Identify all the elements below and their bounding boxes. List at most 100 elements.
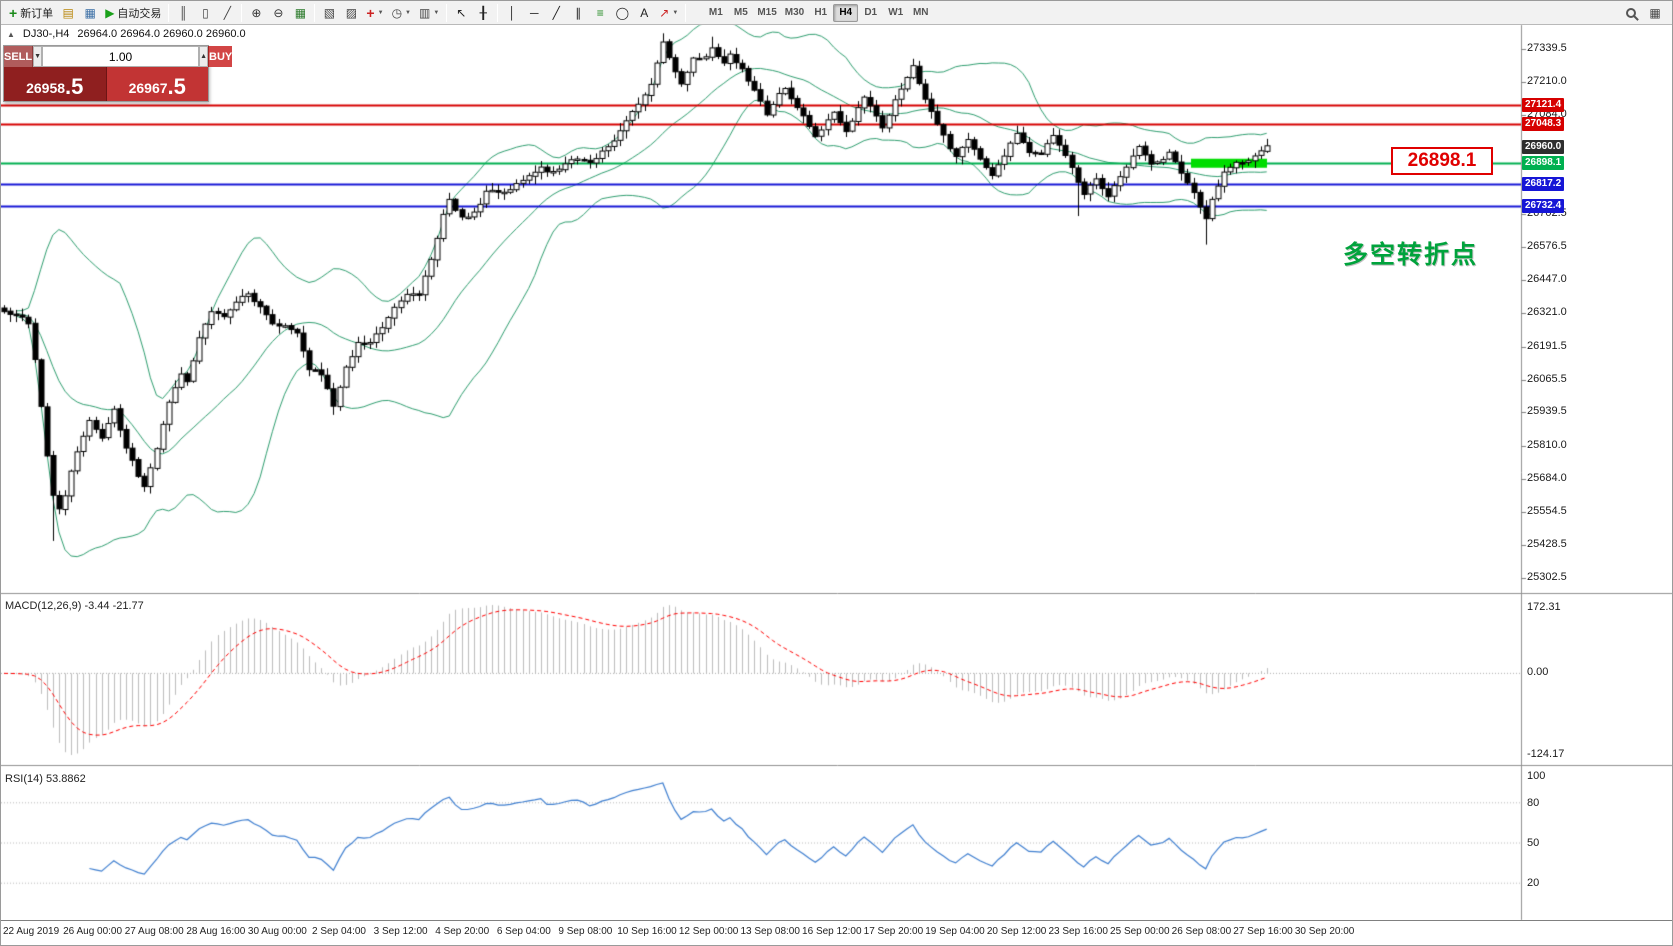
timeframe-h1-button[interactable]: H1 <box>808 4 833 22</box>
volume-decrease-button[interactable]: ▼ <box>33 46 43 67</box>
tile-vertical-button[interactable]: ▨ <box>340 3 362 23</box>
trendline-icon: ╱ <box>552 5 560 20</box>
chevron-down-icon: ▼ <box>672 9 679 16</box>
trade-panel-collapse-arrow[interactable]: ▲ <box>7 29 15 39</box>
time-axis-label: 10 Sep 16:00 <box>617 926 677 937</box>
data-window-button[interactable]: ▦ <box>1644 3 1666 23</box>
shapes-button[interactable]: ◯ <box>611 3 633 23</box>
time-axis-label: 26 Sep 08:00 <box>1171 926 1232 937</box>
data-window-icon: ▦ <box>1649 5 1661 20</box>
chevron-down-icon: ▼ <box>405 9 411 16</box>
rsi-axis-label: 80 <box>1527 796 1540 809</box>
new-order-icon: + <box>9 4 18 21</box>
timeframe-m5-button[interactable]: M5 <box>728 4 753 22</box>
rsi-axis-label: 50 <box>1527 837 1540 849</box>
buy-price-fraction: .5 <box>167 74 186 99</box>
clock-icon: ◷ <box>391 5 403 20</box>
zoom-out-icon: ⊖ <box>273 5 284 20</box>
timeframe-m15-button[interactable]: M15 <box>753 4 780 22</box>
price-axis-label: 25554.5 <box>1527 505 1567 518</box>
price-level-callout: 26898.1 <box>1391 147 1493 176</box>
price-axis-label: 25428.5 <box>1527 538 1567 551</box>
sell-price-button[interactable]: 26958.5 <box>4 67 107 101</box>
time-axis-label: 12 Sep 00:00 <box>678 926 739 937</box>
buy-button[interactable]: BUY <box>208 46 233 67</box>
time-axis-label: 28 Aug 16:00 <box>186 926 246 937</box>
trendline-button[interactable]: ╱ <box>545 3 567 23</box>
tile-windows-button[interactable]: ▧ <box>318 3 340 23</box>
time-axis-label: 3 Sep 12:00 <box>373 926 428 937</box>
cursor-button[interactable]: ↖ <box>450 3 472 23</box>
periods-button[interactable]: ◷ ▼ <box>388 3 415 23</box>
ohlc-values: 26964.0 26964.0 26960.0 26960.0 <box>77 28 246 40</box>
zoom-in-button[interactable]: ⊕ <box>245 3 267 23</box>
time-axis[interactable]: 22 Aug 2019 26 Aug 00:00 27 Aug 08:00 28 Au… <box>1 920 1672 943</box>
profiles-button[interactable]: ▤ <box>57 3 79 23</box>
price-axis-label: 25684.0 <box>1527 471 1567 484</box>
time-axis-label: 26 Aug 00:00 <box>63 926 123 937</box>
timeframe-d1-button[interactable]: D1 <box>858 4 883 22</box>
new-order-button[interactable]: + 新订单 <box>5 3 57 23</box>
arrows-button[interactable]: ↗ ▼ <box>655 3 682 23</box>
price-tag: 26898.1 <box>1522 156 1565 171</box>
timeframe-mn-button[interactable]: MN <box>908 4 933 22</box>
equidistant-channel-button[interactable]: ∥ <box>567 3 589 23</box>
price-tag: 27048.3 <box>1522 117 1565 132</box>
price-tag: 26732.4 <box>1522 199 1565 214</box>
auto-scroll-button[interactable]: ▦ <box>289 3 311 23</box>
chevron-down-icon: ▼ <box>433 9 440 16</box>
timeframe-m1-button[interactable]: M1 <box>703 4 728 22</box>
search-button[interactable] <box>1620 3 1642 23</box>
bar-chart-button[interactable]: ║ <box>172 3 194 23</box>
text-button[interactable]: A <box>633 3 655 23</box>
sell-button[interactable]: SELL <box>4 46 34 67</box>
charts-window-button[interactable]: ▦ <box>79 3 101 23</box>
volume-input[interactable] <box>42 46 200 67</box>
fibonacci-button[interactable]: ≡ <box>589 3 611 23</box>
price-axis-label: 26065.5 <box>1527 372 1567 385</box>
timeframe-h4-button[interactable]: H4 <box>833 3 859 22</box>
timeframe-w1-button[interactable]: W1 <box>883 4 908 22</box>
price-axis-label: 26447.0 <box>1527 273 1567 286</box>
new-order-button-label: 新订单 <box>20 7 54 20</box>
one-click-trading-panel: SELL ▼ ▲ BUY 26958.5 26967.5 <box>3 45 233 102</box>
time-axis-label: 17 Sep 20:00 <box>863 926 924 937</box>
time-axis-label: 2 Sep 04:00 <box>312 926 366 937</box>
indicators-button[interactable]: + ▼ <box>362 3 387 23</box>
horizontal-line-button[interactable]: ─ <box>523 3 545 23</box>
templates-button[interactable]: ▥ ▼ <box>415 3 443 23</box>
vertical-line-button[interactable]: │ <box>501 3 523 23</box>
zoom-out-button[interactable]: ⊖ <box>267 3 289 23</box>
template-icon: ▥ <box>419 5 431 20</box>
rsi-axis-label: 100 <box>1527 770 1546 782</box>
price-tag: 26960.0 <box>1522 140 1565 155</box>
volume-increase-button[interactable]: ▲ <box>199 46 208 67</box>
vline-icon: │ <box>508 5 517 20</box>
time-axis-label: 19 Sep 04:00 <box>925 926 985 937</box>
autotrading-button-label: 自动交易 <box>117 7 162 20</box>
time-axis-label: 6 Sep 04:00 <box>496 926 551 937</box>
price-tag: 27121.4 <box>1522 98 1565 113</box>
toolbar-separator <box>168 3 170 22</box>
timeframe-m30-button[interactable]: M30 <box>781 4 808 22</box>
time-axis-label: 13 Sep 08:00 <box>740 926 800 937</box>
cursor-icon: ↖ <box>456 5 467 20</box>
buy-price-button[interactable]: 26967.5 <box>106 67 208 101</box>
arrows-icon: ↗ <box>659 5 670 20</box>
line-chart-button[interactable]: ╱ <box>216 3 238 23</box>
candlestick-chart-button[interactable]: ▯ <box>194 3 216 23</box>
price-axis-label: 26321.0 <box>1527 306 1567 319</box>
rsi-indicator-label: RSI(14) 53.8862 <box>5 773 86 785</box>
channel-icon: ∥ <box>575 5 582 20</box>
autotrading-button[interactable]: ▶ 自动交易 <box>101 3 165 23</box>
time-axis-label: 27 Aug 08:00 <box>124 926 184 937</box>
crosshair-button[interactable]: ╂ <box>472 3 494 23</box>
macd-axis-label: 172.31 <box>1527 601 1561 613</box>
grid-icon: ▦ <box>294 5 307 20</box>
toolbar-separator <box>446 3 448 22</box>
chevron-down-icon: ▼ <box>377 9 384 16</box>
search-icon <box>1626 7 1636 18</box>
toolbar-separator <box>314 3 316 22</box>
time-axis-label: 27 Sep 16:00 <box>1233 926 1293 937</box>
